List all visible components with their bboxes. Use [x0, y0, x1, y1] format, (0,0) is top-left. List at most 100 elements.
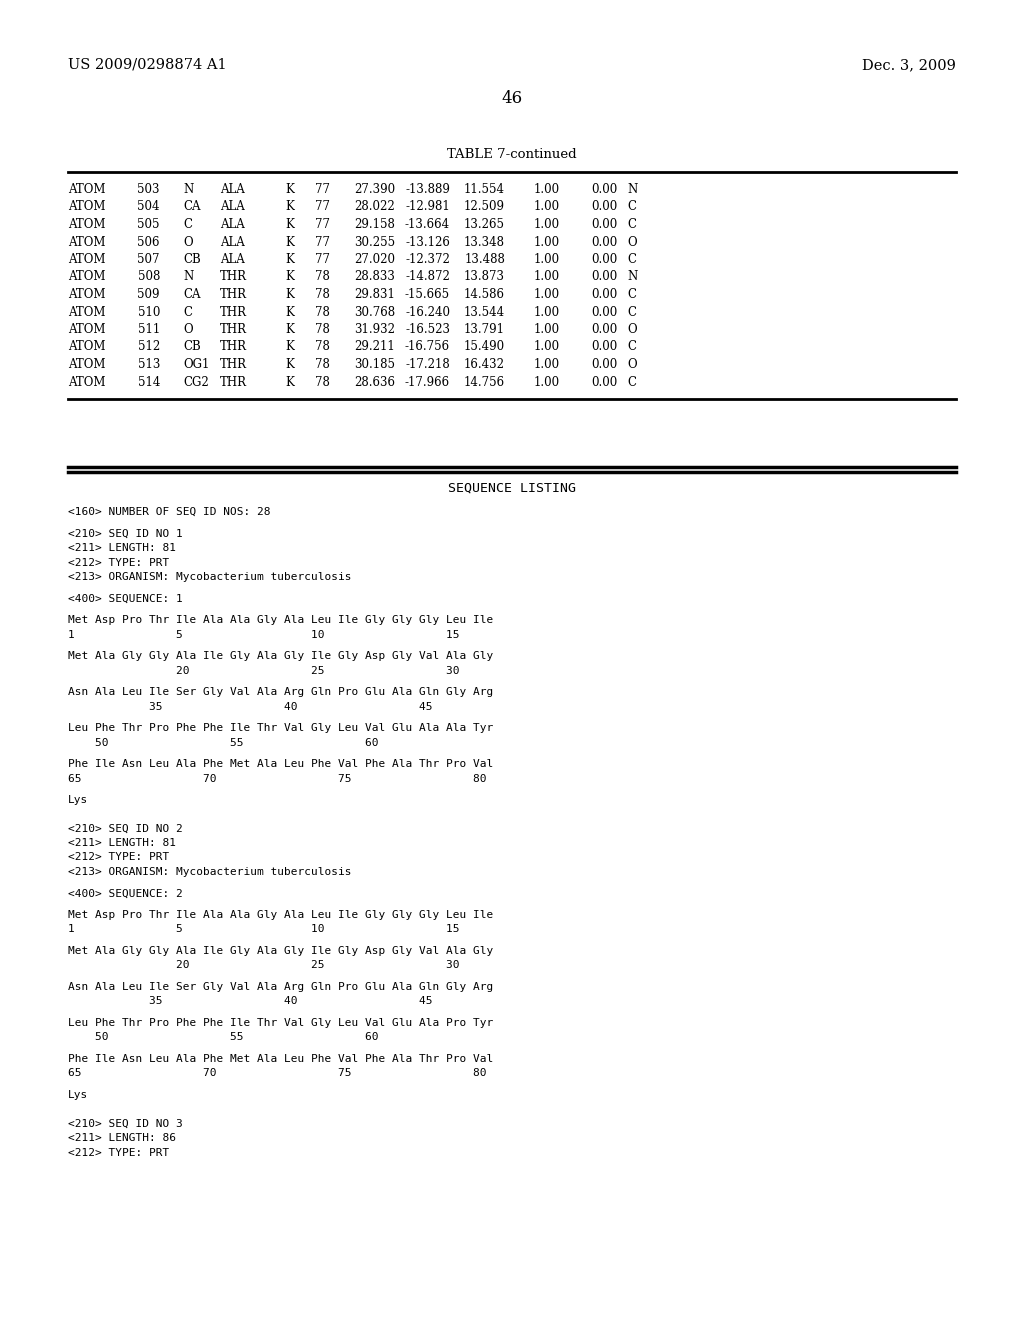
Text: 78: 78	[315, 375, 330, 388]
Text: C: C	[627, 305, 636, 318]
Text: 0.00: 0.00	[591, 253, 617, 267]
Text: ATOM: ATOM	[68, 288, 105, 301]
Text: ATOM: ATOM	[68, 323, 105, 337]
Text: -17.218: -17.218	[406, 358, 450, 371]
Text: 509: 509	[137, 288, 160, 301]
Text: 0.00: 0.00	[591, 288, 617, 301]
Text: C: C	[627, 253, 636, 267]
Text: 50                  55                  60: 50 55 60	[68, 738, 379, 747]
Text: O: O	[627, 323, 637, 337]
Text: Phe Ile Asn Leu Ala Phe Met Ala Leu Phe Val Phe Ala Thr Pro Val: Phe Ile Asn Leu Ala Phe Met Ala Leu Phe …	[68, 1053, 494, 1064]
Text: ATOM: ATOM	[68, 201, 105, 214]
Text: ATOM: ATOM	[68, 341, 105, 354]
Text: 511: 511	[138, 323, 160, 337]
Text: 13.488: 13.488	[464, 253, 505, 267]
Text: O: O	[183, 323, 193, 337]
Text: <212> TYPE: PRT: <212> TYPE: PRT	[68, 557, 169, 568]
Text: ATOM: ATOM	[68, 235, 105, 248]
Text: 65                  70                  75                  80: 65 70 75 80	[68, 1068, 486, 1078]
Text: 14.586: 14.586	[464, 288, 505, 301]
Text: 1.00: 1.00	[534, 271, 560, 284]
Text: K: K	[285, 218, 294, 231]
Text: 30.255: 30.255	[354, 235, 395, 248]
Text: C: C	[627, 341, 636, 354]
Text: Leu Phe Thr Pro Phe Phe Ile Thr Val Gly Leu Val Glu Ala Ala Tyr: Leu Phe Thr Pro Phe Phe Ile Thr Val Gly …	[68, 723, 494, 733]
Text: 77: 77	[315, 235, 330, 248]
Text: THR: THR	[220, 305, 247, 318]
Text: THR: THR	[220, 323, 247, 337]
Text: Leu Phe Thr Pro Phe Phe Ile Thr Val Gly Leu Val Glu Ala Pro Tyr: Leu Phe Thr Pro Phe Phe Ile Thr Val Gly …	[68, 1018, 494, 1028]
Text: 0.00: 0.00	[591, 183, 617, 195]
Text: THR: THR	[220, 375, 247, 388]
Text: C: C	[627, 201, 636, 214]
Text: -16.756: -16.756	[404, 341, 450, 354]
Text: K: K	[285, 358, 294, 371]
Text: Asn Ala Leu Ile Ser Gly Val Ala Arg Gln Pro Glu Ala Gln Gly Arg: Asn Ala Leu Ile Ser Gly Val Ala Arg Gln …	[68, 686, 494, 697]
Text: 12.509: 12.509	[464, 201, 505, 214]
Text: 78: 78	[315, 305, 330, 318]
Text: <210> SEQ ID NO 2: <210> SEQ ID NO 2	[68, 824, 182, 833]
Text: 31.932: 31.932	[354, 323, 395, 337]
Text: -17.966: -17.966	[404, 375, 450, 388]
Text: ALA: ALA	[220, 235, 245, 248]
Text: 1               5                   10                  15: 1 5 10 15	[68, 924, 460, 935]
Text: 28.636: 28.636	[354, 375, 395, 388]
Text: 0.00: 0.00	[591, 305, 617, 318]
Text: 77: 77	[315, 218, 330, 231]
Text: -16.240: -16.240	[406, 305, 450, 318]
Text: CG2: CG2	[183, 375, 209, 388]
Text: THR: THR	[220, 288, 247, 301]
Text: 507: 507	[137, 253, 160, 267]
Text: THR: THR	[220, 271, 247, 284]
Text: Lys: Lys	[68, 1090, 88, 1100]
Text: 1.00: 1.00	[534, 183, 560, 195]
Text: 29.831: 29.831	[354, 288, 395, 301]
Text: 0.00: 0.00	[591, 323, 617, 337]
Text: <210> SEQ ID NO 3: <210> SEQ ID NO 3	[68, 1118, 182, 1129]
Text: ALA: ALA	[220, 218, 245, 231]
Text: CA: CA	[183, 288, 201, 301]
Text: 30.185: 30.185	[354, 358, 395, 371]
Text: C: C	[183, 218, 193, 231]
Text: ATOM: ATOM	[68, 253, 105, 267]
Text: Asn Ala Leu Ile Ser Gly Val Ala Arg Gln Pro Glu Ala Gln Gly Arg: Asn Ala Leu Ile Ser Gly Val Ala Arg Gln …	[68, 982, 494, 993]
Text: 1.00: 1.00	[534, 305, 560, 318]
Text: ATOM: ATOM	[68, 358, 105, 371]
Text: K: K	[285, 183, 294, 195]
Text: 506: 506	[137, 235, 160, 248]
Text: ATOM: ATOM	[68, 375, 105, 388]
Text: ATOM: ATOM	[68, 183, 105, 195]
Text: THR: THR	[220, 341, 247, 354]
Text: 29.211: 29.211	[354, 341, 395, 354]
Text: O: O	[183, 235, 193, 248]
Text: 1.00: 1.00	[534, 201, 560, 214]
Text: 13.265: 13.265	[464, 218, 505, 231]
Text: 11.554: 11.554	[464, 183, 505, 195]
Text: SEQUENCE LISTING: SEQUENCE LISTING	[449, 482, 575, 495]
Text: 1.00: 1.00	[534, 288, 560, 301]
Text: 0.00: 0.00	[591, 201, 617, 214]
Text: N: N	[627, 271, 637, 284]
Text: 0.00: 0.00	[591, 341, 617, 354]
Text: 27.020: 27.020	[354, 253, 395, 267]
Text: 1.00: 1.00	[534, 218, 560, 231]
Text: K: K	[285, 288, 294, 301]
Text: Met Ala Gly Gly Ala Ile Gly Ala Gly Ile Gly Asp Gly Val Ala Gly: Met Ala Gly Gly Ala Ile Gly Ala Gly Ile …	[68, 946, 494, 956]
Text: C: C	[627, 375, 636, 388]
Text: <400> SEQUENCE: 1: <400> SEQUENCE: 1	[68, 594, 182, 603]
Text: 78: 78	[315, 271, 330, 284]
Text: K: K	[285, 235, 294, 248]
Text: 50                  55                  60: 50 55 60	[68, 1032, 379, 1043]
Text: CB: CB	[183, 253, 201, 267]
Text: 1               5                   10                  15: 1 5 10 15	[68, 630, 460, 639]
Text: 0.00: 0.00	[591, 235, 617, 248]
Text: ATOM: ATOM	[68, 305, 105, 318]
Text: 510: 510	[137, 305, 160, 318]
Text: US 2009/0298874 A1: US 2009/0298874 A1	[68, 58, 226, 73]
Text: <212> TYPE: PRT: <212> TYPE: PRT	[68, 1147, 169, 1158]
Text: 1.00: 1.00	[534, 235, 560, 248]
Text: 1.00: 1.00	[534, 323, 560, 337]
Text: 30.768: 30.768	[354, 305, 395, 318]
Text: Met Asp Pro Thr Ile Ala Ala Gly Ala Leu Ile Gly Gly Gly Leu Ile: Met Asp Pro Thr Ile Ala Ala Gly Ala Leu …	[68, 615, 494, 624]
Text: 16.432: 16.432	[464, 358, 505, 371]
